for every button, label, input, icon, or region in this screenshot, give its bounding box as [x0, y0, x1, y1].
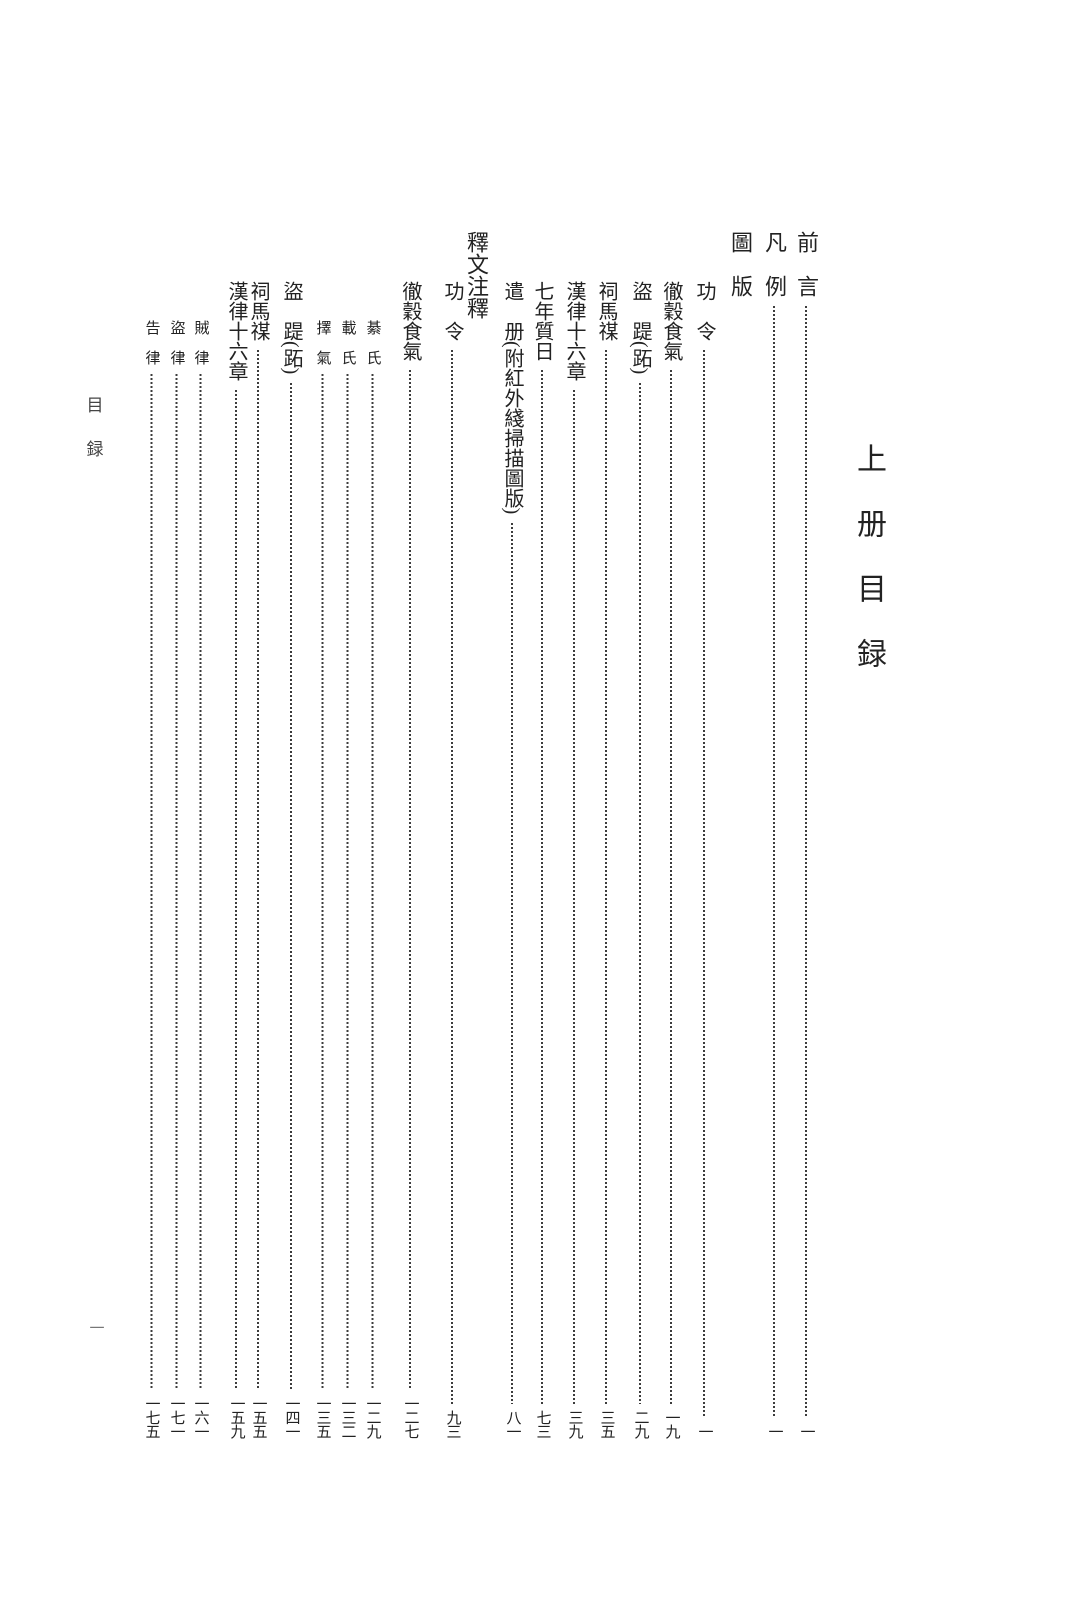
dotted-leader-line: [805, 306, 807, 1418]
toc-entry-title: 漢律十六章: [225, 281, 247, 381]
toc-entry-title: 圖 版: [728, 231, 753, 297]
toc-entry: 凡 例 一: [762, 231, 787, 1438]
toc-entry-page-number: 一三二: [339, 1396, 356, 1438]
toc-entry-title: 祠馬禖: [247, 281, 269, 341]
toc-entry-page-number: 九三: [444, 1410, 461, 1438]
toc-entry-page-number: 三九: [566, 1410, 583, 1438]
toc-entry: 載 氏 一三二: [339, 320, 356, 1438]
toc-entry-page-number: 一七五: [143, 1396, 160, 1438]
dotted-leader-line: [175, 374, 177, 1390]
toc-entry: 功 令 九三: [441, 281, 463, 1438]
folio-page-number: 一: [87, 1320, 104, 1335]
toc-entry: 漢律十六章 三九: [563, 281, 585, 1438]
toc-entry-title: 擇 氣: [314, 320, 331, 365]
toc-entry-title: 賊 律: [192, 320, 209, 365]
toc-entry-page-number: 七三: [534, 1410, 551, 1438]
toc-entry: 徹穀食氣 一二七: [399, 281, 421, 1438]
dotted-leader-line: [573, 390, 575, 1404]
toc-entry: 祠馬禖 一五五: [247, 281, 269, 1438]
toc-entry-page-number: 一九: [663, 1410, 680, 1438]
toc-entry-page-number: 一三五: [314, 1396, 331, 1438]
toc-entry-title: 漢律十六章: [563, 281, 585, 381]
toc-entry-title: 七年質日: [531, 281, 553, 361]
toc-entry-page-number: 一二九: [364, 1396, 381, 1438]
toc-entry-title: 盜 律: [168, 320, 185, 365]
toc-entry: 遣 册(附紅外綫掃描圖版) 八一: [501, 281, 523, 1438]
toc-entry: 賊 律 一六一: [192, 320, 209, 1438]
toc-entry: 漢律十六章 一五九: [225, 281, 247, 1438]
toc-entry-title: 凡 例: [762, 231, 787, 297]
toc-entry-title: 釋文注釋: [464, 231, 489, 319]
volume-title: 上册目録: [852, 443, 885, 703]
dotted-leader-line: [541, 370, 543, 1404]
dotted-leader-line: [409, 370, 411, 1390]
dotted-leader-line: [703, 350, 705, 1418]
toc-entry-page-number: 三五: [598, 1410, 615, 1438]
toc-entry: 功 令 一: [693, 281, 715, 1438]
toc-entry-title: 盜 踶(跖): [629, 281, 651, 375]
dotted-leader-line: [511, 523, 513, 1404]
dotted-leader-line: [257, 350, 259, 1390]
toc-entry: 徹穀食氣 一九: [660, 281, 682, 1438]
toc-entry-page-number: 一四一: [283, 1396, 300, 1438]
toc-entry-page-number: 一五九: [228, 1396, 245, 1438]
toc-entry: 盜 踶(跖) 二九: [629, 281, 651, 1438]
toc-entry: 祠馬禖 三五: [595, 281, 617, 1438]
dotted-leader-line: [235, 390, 237, 1390]
dotted-leader-line: [639, 383, 641, 1404]
toc-entry-title: 載 氏: [339, 320, 356, 365]
toc-entry-page-number: 一五五: [250, 1396, 267, 1438]
toc-entry: 圖 版: [728, 231, 753, 297]
toc-entry-page-number: 一六一: [192, 1396, 209, 1438]
toc-entry: 綦 氏 一二九: [364, 320, 381, 1438]
toc-entry-title: 徹穀食氣: [660, 281, 682, 361]
toc-entry: 告 律 一七五: [143, 320, 160, 1438]
toc-entry-title: 功 令: [693, 281, 715, 341]
dotted-leader-line: [605, 350, 607, 1404]
dotted-leader-line: [321, 374, 323, 1390]
toc-entry-page-number: 一七一: [168, 1396, 185, 1438]
toc-entry-page-number: 二九: [632, 1410, 649, 1438]
toc-entry: 擇 氣 一三五: [314, 320, 331, 1438]
toc-entry-page-number: 一: [798, 1424, 815, 1438]
toc-entry-page-number: 八一: [504, 1410, 521, 1438]
dotted-leader-line: [199, 374, 201, 1390]
dotted-leader-line: [773, 306, 775, 1418]
toc-entry: 前 言 一: [794, 231, 819, 1438]
toc-entry-title: 盜 踶(跖): [280, 281, 302, 375]
running-header: 目録: [83, 396, 103, 484]
toc-entry-title: 遣 册(附紅外綫掃描圖版): [501, 281, 523, 515]
dotted-leader-line: [670, 370, 672, 1404]
toc-entry: 盜 踶(跖) 一四一: [280, 281, 302, 1438]
dotted-leader-line: [290, 383, 292, 1390]
dotted-leader-line: [451, 350, 453, 1404]
dotted-leader-line: [150, 374, 152, 1390]
toc-entry-title: 綦 氏: [364, 320, 381, 365]
toc-entry-page-number: 一: [766, 1424, 783, 1438]
toc-entry-title: 前 言: [794, 231, 819, 297]
dotted-leader-line: [371, 374, 373, 1390]
dotted-leader-line: [346, 374, 348, 1390]
toc-entry-page-number: 一二七: [402, 1396, 419, 1438]
toc-entry-title: 告 律: [143, 320, 160, 365]
toc-entry: 釋文注釋: [464, 231, 489, 319]
toc-entry-title: 祠馬禖: [595, 281, 617, 341]
toc-entry-title: 功 令: [441, 281, 463, 341]
toc-entry: 七年質日 七三: [531, 281, 553, 1438]
toc-entry-page-number: 一: [696, 1424, 713, 1438]
toc-entry: 盜 律 一七一: [168, 320, 185, 1438]
toc-entry-title: 徹穀食氣: [399, 281, 421, 361]
